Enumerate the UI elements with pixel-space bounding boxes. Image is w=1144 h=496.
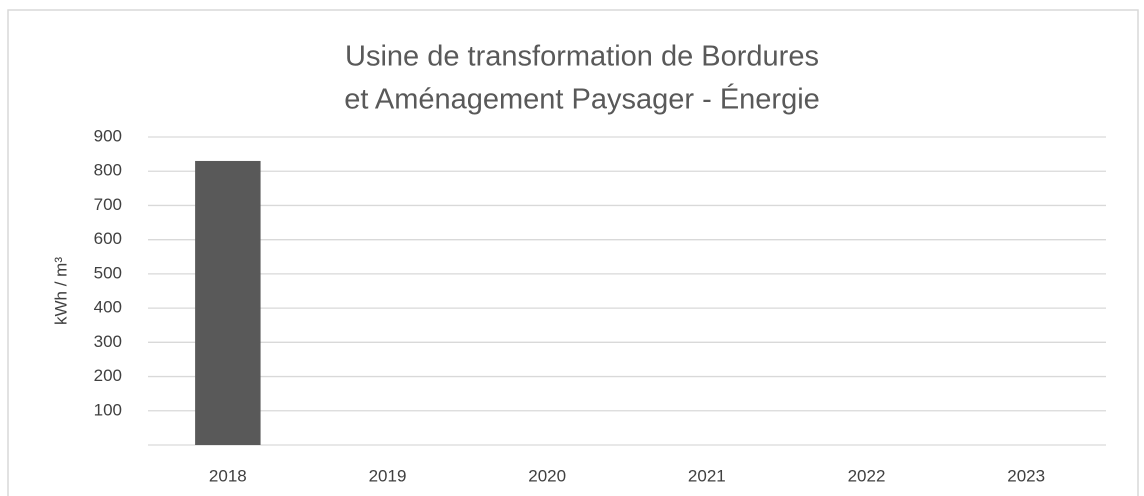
- y-tick-label: 900: [94, 126, 122, 145]
- y-tick-label: 800: [94, 161, 122, 180]
- y-tick-label: 500: [94, 263, 122, 282]
- y-tick-label: 300: [94, 332, 122, 351]
- chart-title: Usine de transformation de Bordures: [345, 41, 819, 73]
- y-tick-label: 400: [94, 298, 122, 317]
- chart-title: et Aménagement Paysager - Énergie: [344, 83, 820, 116]
- y-tick-label: 600: [94, 229, 122, 248]
- x-tick-label: 2019: [369, 466, 407, 485]
- bar: [195, 160, 261, 445]
- y-tick-label: 200: [94, 366, 122, 385]
- y-tick-label: 100: [94, 400, 122, 419]
- x-tick-label: 2023: [1007, 466, 1045, 485]
- x-tick-label: 2022: [848, 466, 886, 485]
- x-tick-label: 2021: [688, 466, 726, 485]
- y-tick-label: 700: [94, 195, 122, 214]
- y-axis-label: kWh / m³: [51, 257, 70, 325]
- x-tick-label: 2020: [528, 466, 566, 485]
- x-tick-label: 2018: [209, 466, 247, 485]
